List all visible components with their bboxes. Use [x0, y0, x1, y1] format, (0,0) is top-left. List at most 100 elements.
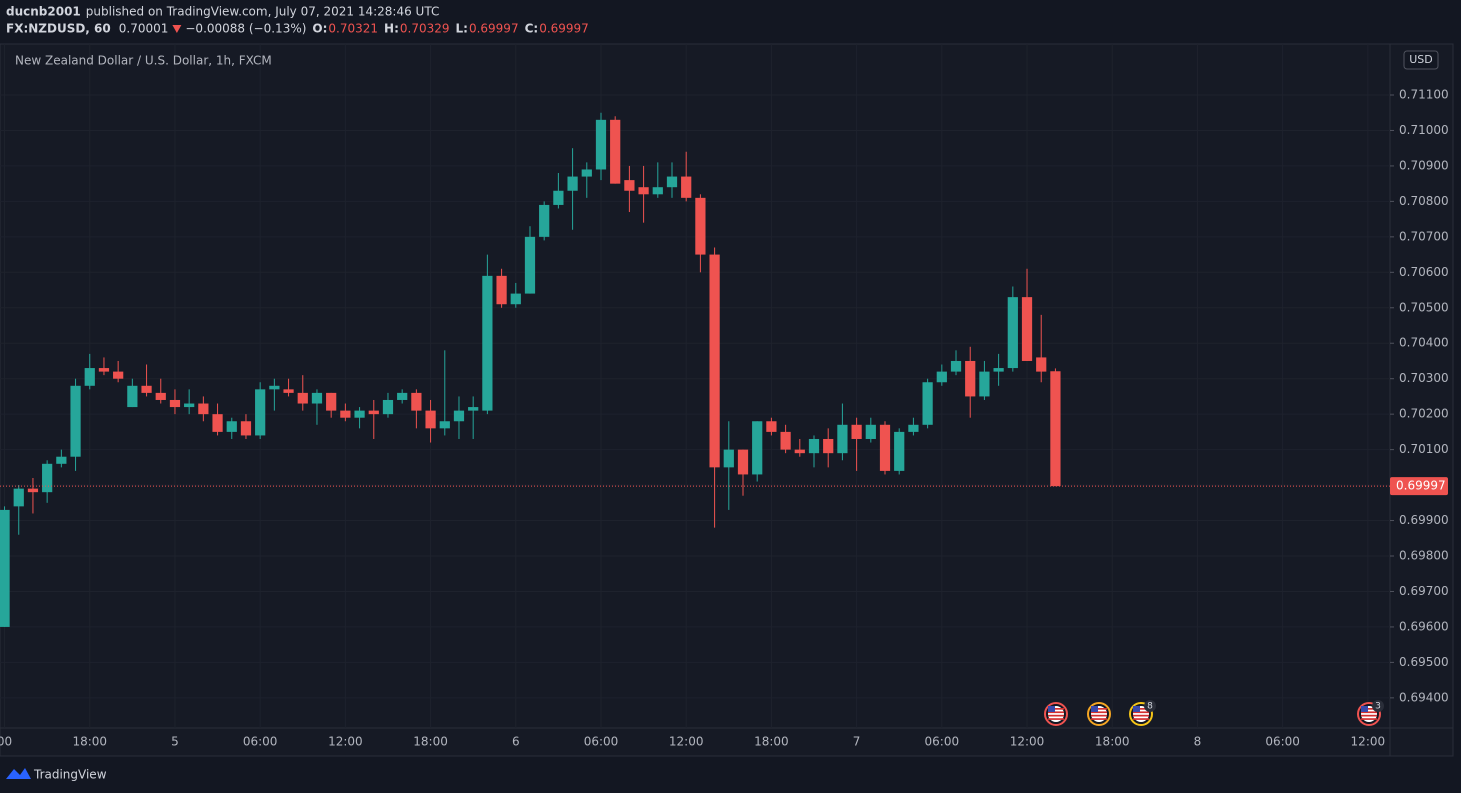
candle-body [27, 488, 39, 493]
change-arrow [172, 25, 182, 33]
candle-body [879, 424, 891, 471]
chart-panel [0, 43, 1454, 757]
logo-mark [6, 768, 31, 779]
event-flag-stripe [1133, 718, 1149, 720]
candle-body [269, 385, 280, 390]
candle-body [624, 180, 635, 191]
candle-body [226, 421, 237, 432]
candle-body [823, 438, 834, 454]
candle-body [368, 410, 379, 415]
y-tick-label: 0.69800 [1399, 549, 1449, 563]
author: ducnb2001 [6, 5, 81, 19]
candle-body [1007, 297, 1018, 369]
candle-body [397, 392, 408, 400]
candle-body [723, 449, 734, 468]
candle-body [127, 385, 138, 408]
candle-body [0, 509, 10, 627]
event-flag-stripe [1133, 711, 1149, 714]
x-tick-label: 12:00 [669, 735, 704, 749]
symbol: FX:NZDUSD, 60 [6, 22, 111, 36]
y-tick-label: 0.70100 [1399, 442, 1449, 456]
footer-logo [6, 768, 31, 779]
x-tick-label: 06:00 [584, 735, 619, 749]
x-tick-label: 5 [171, 735, 179, 749]
x-tick-label: 12:00 [328, 735, 363, 749]
event-flag-canton [1133, 706, 1140, 712]
candle-body [766, 421, 777, 432]
event-icon[interactable]: 3 [1357, 700, 1384, 726]
y-tick-label: 0.69600 [1399, 619, 1449, 633]
candle-body [42, 463, 53, 493]
candle-body [1050, 371, 1061, 487]
candle-body [638, 187, 649, 195]
candle-body [198, 403, 209, 415]
event-flag-stripe [1133, 714, 1149, 717]
grid: 00 18:00 5 06:00 12:00 18:00 6 06:00 12:00 18:00 7… [0, 44, 1449, 749]
x-tick-label: 06:00 [925, 735, 960, 749]
candles [0, 112, 1061, 627]
candle-body [113, 371, 124, 379]
currency-label: USD [1409, 53, 1433, 66]
y-tick-label: 0.70900 [1399, 158, 1449, 172]
y-tick-label: 0.70600 [1399, 265, 1449, 279]
event-icon[interactable]: 8 [1129, 700, 1156, 726]
candle-body [936, 371, 947, 383]
candle-body [212, 414, 223, 432]
change-text: −0.00088 (−0.13%) [185, 22, 306, 36]
candle-body [468, 407, 479, 411]
event-flag-stripe [1091, 718, 1107, 720]
candle-body [610, 119, 621, 184]
candle-body [950, 360, 962, 372]
event-flag-stripe [1361, 708, 1377, 710]
candle-body [453, 410, 465, 422]
event-icon[interactable] [1044, 702, 1068, 726]
candle-body [752, 421, 763, 475]
y-tick-label: 0.71100 [1399, 88, 1449, 102]
event-icon[interactable] [1087, 702, 1111, 726]
event-flag-stripe [1048, 714, 1064, 717]
candle-body [311, 392, 323, 404]
candle-body [567, 176, 578, 191]
candle-body [340, 410, 351, 418]
candle-body [56, 456, 67, 464]
y-tick-label: 0.69700 [1399, 584, 1449, 598]
y-tick-label: 0.69400 [1399, 690, 1449, 704]
event-flag-canton [1048, 706, 1055, 712]
candle-body [382, 399, 394, 415]
y-tick-label: 0.70700 [1399, 229, 1449, 243]
y-tick-label: 0.70500 [1399, 300, 1449, 314]
x-tick-label: 18:00 [413, 735, 448, 749]
candle-body [510, 293, 521, 305]
event-flag-stripe [1361, 711, 1377, 714]
candle-body [255, 389, 266, 436]
candle-body [851, 424, 862, 439]
candle-body [70, 385, 81, 457]
y-tick-label: 0.70800 [1399, 194, 1449, 208]
candle-body [652, 187, 663, 195]
y-tick-label: 0.69500 [1399, 655, 1449, 669]
candle-body [1036, 357, 1047, 372]
candle-body [155, 392, 166, 400]
candle-body [695, 197, 706, 255]
x-tick-label: 7 [853, 735, 861, 749]
last-price-label: 0.69997 [1396, 479, 1446, 493]
ohlc-value: 0.70321 [328, 22, 378, 36]
overlay: 0.69997 8 3 [0, 477, 1448, 726]
currency-box[interactable] [1403, 50, 1439, 70]
candle-body [965, 360, 976, 397]
x-tick-label: 00 [0, 735, 12, 749]
candle-body [98, 368, 110, 372]
event-flag-canton [1091, 706, 1098, 712]
x-tick-label: 06:00 [1265, 735, 1300, 749]
candle-body [553, 190, 564, 205]
candle-body [13, 488, 24, 507]
event-flag-stripe [1361, 718, 1377, 720]
y-tick-label: 0.69900 [1399, 513, 1449, 527]
candle-body [184, 403, 195, 408]
x-tick-label: 18:00 [754, 735, 789, 749]
ohlc-label: H: [384, 22, 399, 36]
chart-title: New Zealand Dollar / U.S. Dollar, 1h, FX… [15, 54, 272, 68]
candle-body [908, 424, 919, 432]
